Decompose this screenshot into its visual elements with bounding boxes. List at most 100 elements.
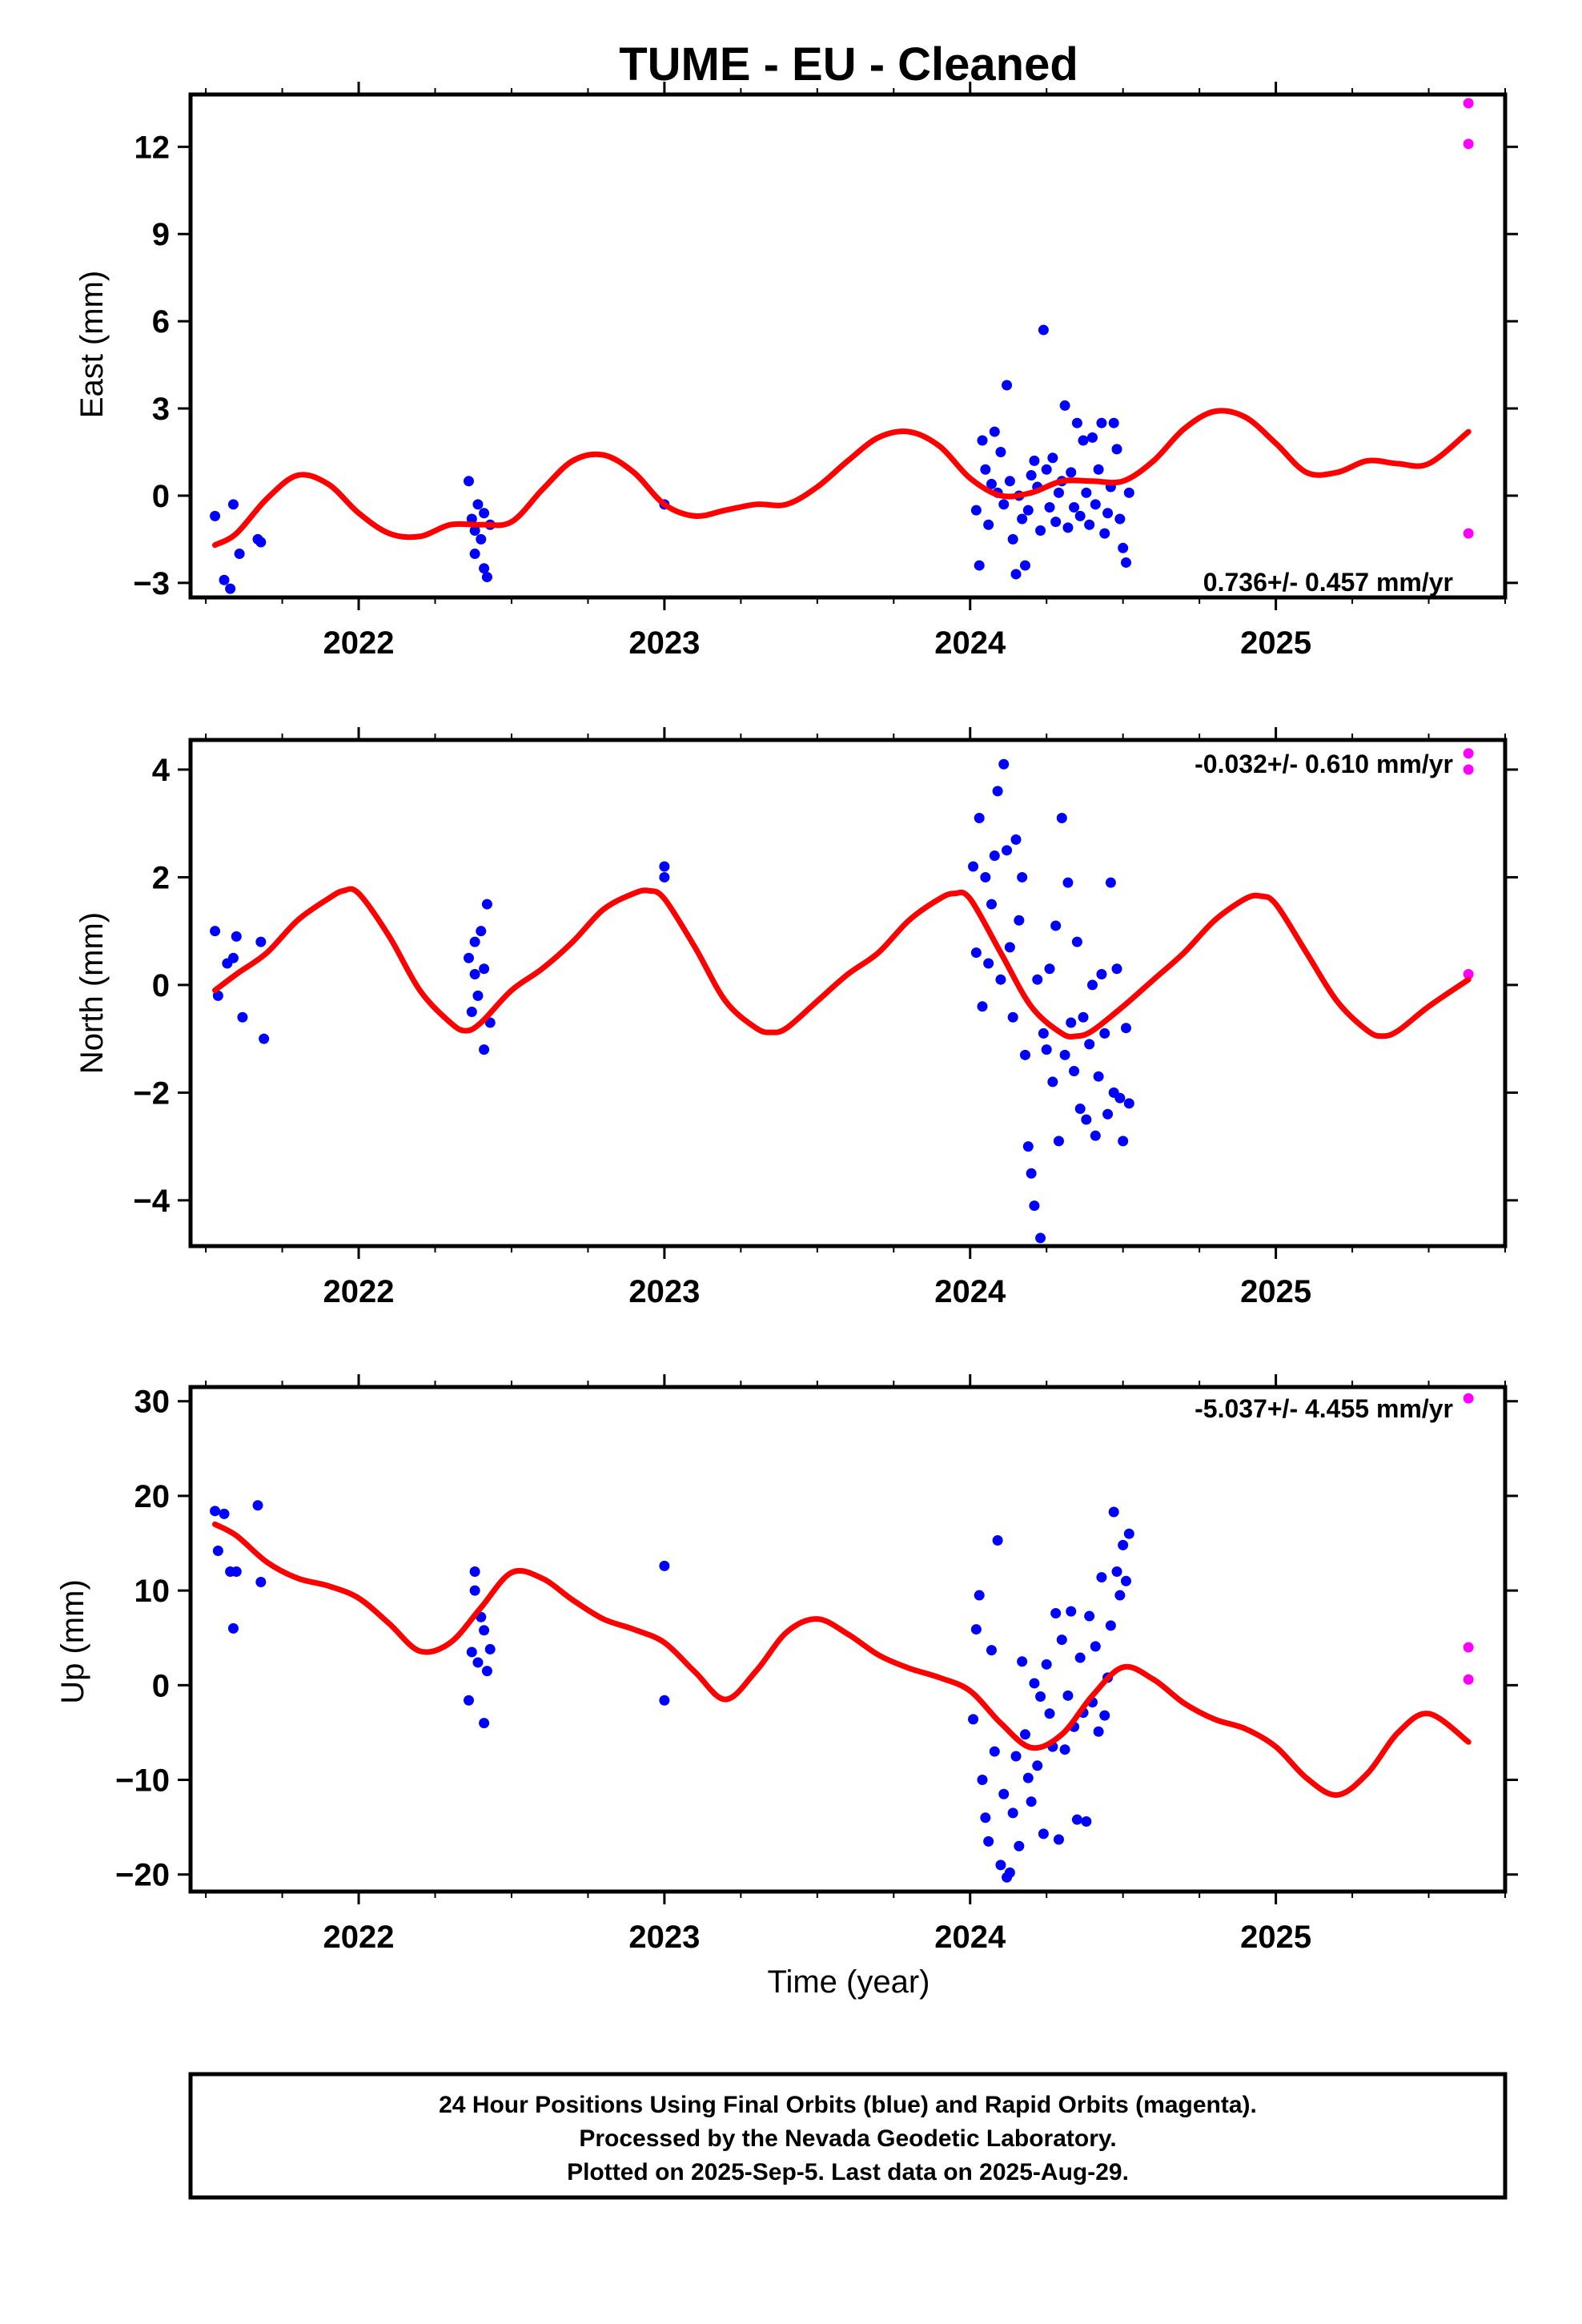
- final-point: [1019, 1049, 1030, 1060]
- final-point: [1114, 1092, 1126, 1104]
- final-point: [1114, 513, 1126, 525]
- final-point: [998, 499, 1010, 510]
- final-point: [472, 1657, 484, 1668]
- footer-line-3: Plotted on 2025-Sep-5. Last data on 2025…: [567, 2159, 1129, 2185]
- y-tick-label: 4: [152, 753, 171, 788]
- model-curve: [212, 408, 1472, 549]
- y-tick-label: 30: [135, 1385, 171, 1420]
- east-panel: East (mm) 0.736+/- 0.457 mm/yr −3 0 3 6 9 12 2…: [74, 82, 1518, 661]
- final-point: [476, 926, 487, 937]
- final-point: [463, 1695, 474, 1706]
- final-point: [1035, 525, 1046, 537]
- final-point: [1032, 974, 1043, 985]
- final-point: [977, 1775, 988, 1786]
- final-point: [1090, 1130, 1101, 1141]
- final-point: [1007, 1807, 1018, 1819]
- final-point: [479, 1044, 490, 1055]
- final-point: [469, 936, 480, 947]
- y-tick-label: −3: [133, 566, 170, 601]
- final-point: [463, 476, 474, 487]
- final-point: [1084, 1610, 1095, 1622]
- final-point: [469, 1585, 480, 1596]
- final-point: [1120, 1023, 1131, 1034]
- final-point: [1081, 1114, 1092, 1125]
- final-point: [1007, 533, 1018, 545]
- final-point: [1026, 1796, 1037, 1807]
- final-point: [989, 850, 1000, 862]
- final-point: [1120, 557, 1131, 568]
- final-point: [469, 1566, 480, 1577]
- final-point: [1004, 476, 1015, 487]
- final-point: [1007, 1011, 1018, 1023]
- final-point: [481, 572, 492, 583]
- final-point: [1032, 1760, 1043, 1771]
- final-point: [1074, 1652, 1086, 1663]
- rapid-point: [1463, 748, 1474, 759]
- y-tick-label: 3: [152, 392, 170, 427]
- velocity-label: -5.037+/- 4.455 mm/yr: [1195, 1394, 1453, 1423]
- final-point: [989, 426, 1000, 437]
- final-point: [1071, 1814, 1082, 1825]
- final-point: [659, 1695, 670, 1706]
- y-axis: −4 −2 0 2 4: [133, 753, 1518, 1219]
- final-point: [227, 499, 239, 510]
- velocity-label: 0.736+/- 0.457 mm/yr: [1203, 568, 1453, 597]
- final-point: [1044, 963, 1055, 975]
- final-point: [995, 974, 1006, 985]
- final-point: [1047, 1076, 1058, 1088]
- final-point: [977, 435, 988, 446]
- final-point: [210, 510, 221, 521]
- final-point: [986, 899, 997, 910]
- final-point: [1062, 522, 1074, 533]
- final-point: [1074, 1104, 1086, 1115]
- final-point: [1050, 920, 1062, 931]
- final-point: [1041, 1044, 1052, 1055]
- final-point: [1123, 487, 1134, 498]
- rapid-point: [1463, 968, 1474, 979]
- final-point: [481, 899, 492, 910]
- final-point: [992, 1534, 1003, 1546]
- y-tick-label: 9: [152, 217, 170, 252]
- y-tick-label: 20: [135, 1479, 171, 1514]
- y-tick-label: −2: [133, 1076, 170, 1111]
- final-point: [1038, 1828, 1049, 1839]
- final-point: [1014, 915, 1025, 926]
- y-tick-label: 12: [135, 130, 171, 165]
- plot-frame: [188, 92, 1508, 600]
- final-point: [1062, 877, 1074, 888]
- final-point: [983, 958, 994, 969]
- final-point: [1105, 1620, 1116, 1631]
- final-point: [989, 1746, 1000, 1757]
- final-point: [466, 1007, 477, 1018]
- final-point: [1071, 936, 1082, 947]
- final-point: [479, 563, 490, 574]
- plot-frame: [188, 1385, 1508, 1894]
- y-axis-label: North (mm): [74, 912, 110, 1074]
- final-point: [1004, 942, 1015, 953]
- y-tick-label: 2: [152, 860, 170, 895]
- x-tick-label: 2022: [323, 1274, 395, 1309]
- y-tick-label: 10: [135, 1574, 171, 1609]
- final-point: [659, 871, 670, 883]
- final-point: [1123, 1098, 1134, 1109]
- final-point: [1038, 1027, 1049, 1039]
- final-point: [1099, 1027, 1110, 1039]
- final-point: [1074, 510, 1086, 521]
- final-point: [1120, 1575, 1131, 1586]
- final-point: [970, 505, 982, 516]
- rapid-point: [1463, 139, 1474, 150]
- final-point: [219, 574, 230, 585]
- final-point: [479, 1625, 490, 1636]
- final-point: [1123, 1528, 1134, 1539]
- final-point: [1081, 487, 1092, 498]
- final-point: [1002, 380, 1013, 391]
- final-point: [1014, 1840, 1025, 1852]
- final-point: [1056, 812, 1067, 823]
- plot-area: [210, 748, 1474, 1244]
- final-point: [255, 537, 267, 548]
- y-tick-label: 0: [152, 1668, 170, 1703]
- final-point: [1086, 432, 1098, 443]
- final-point: [1069, 501, 1080, 513]
- x-tick-label: 2025: [1240, 1274, 1311, 1309]
- x-tick-label: 2025: [1240, 625, 1311, 661]
